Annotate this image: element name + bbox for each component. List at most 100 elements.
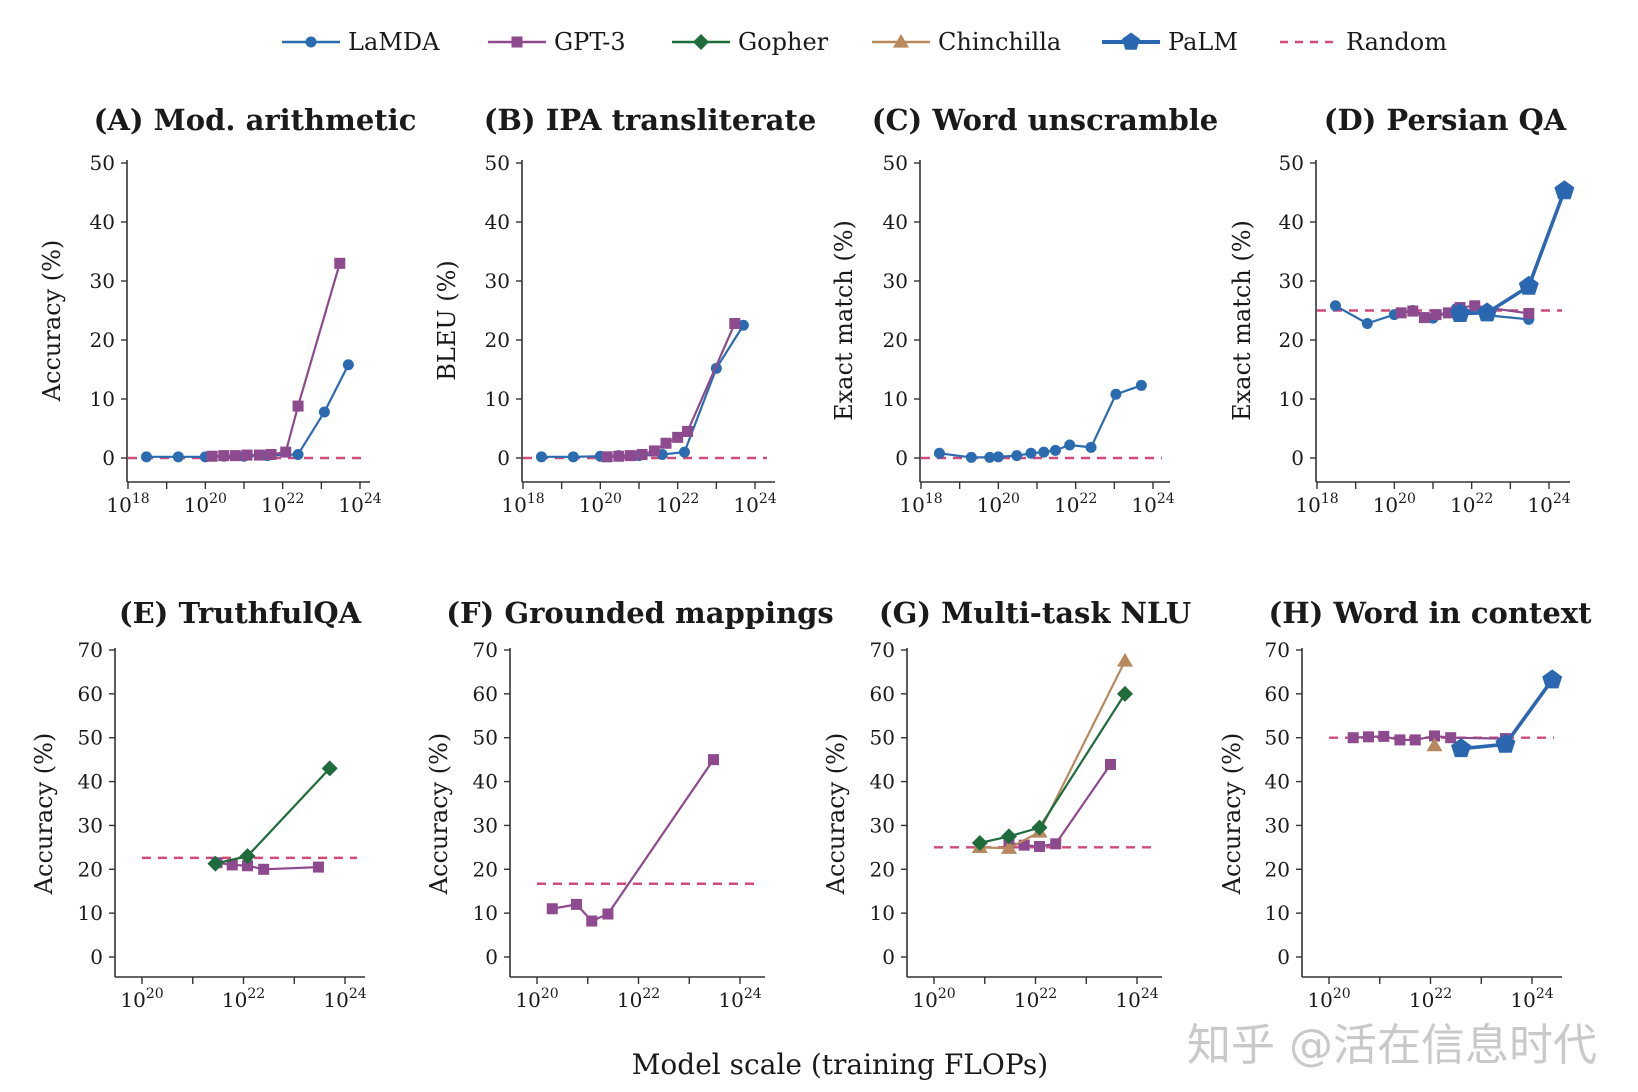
- gpt-3-line: [212, 262, 341, 458]
- legend-item-palm: PaLM: [1102, 28, 1238, 56]
- y-tick-label: 10: [883, 387, 908, 411]
- x-tick-label: 1024: [338, 491, 381, 517]
- palm-marker: [1477, 302, 1498, 322]
- y-axis-label: Exact match (%): [830, 220, 858, 421]
- y-tick-label: 50: [883, 151, 908, 175]
- gpt-3-marker: [218, 450, 230, 462]
- x-tick-label: 1022: [617, 986, 660, 1012]
- palm-line: [1459, 190, 1567, 316]
- x-tick-label: 1022: [656, 491, 699, 517]
- gpt-3-marker: [1362, 731, 1374, 743]
- y-tick-label: 30: [78, 813, 103, 837]
- gpt-3-marker: [1430, 309, 1442, 321]
- panel-title: (H) Word in context: [1269, 596, 1593, 630]
- panel-title: (G) Multi-task NLU: [879, 596, 1191, 630]
- series-gpt-3: [1395, 300, 1535, 324]
- y-tick-label: 20: [473, 857, 498, 881]
- chinchilla-marker: [1426, 737, 1443, 752]
- lamda-marker: [678, 446, 690, 458]
- x-tick-label: 1018: [1295, 491, 1338, 517]
- x-axis-label: Model scale (training FLOPs): [632, 1048, 1048, 1081]
- y-tick-label: 10: [870, 901, 895, 925]
- y-tick-label: 60: [1265, 682, 1290, 706]
- y-axis-label: Accuracy (%): [30, 733, 58, 896]
- y-tick-label: 40: [473, 770, 498, 794]
- series-gopher: [207, 760, 338, 872]
- gopher-marker: [239, 848, 256, 865]
- palm-marker: [1495, 733, 1516, 753]
- y-tick-label: 40: [870, 770, 895, 794]
- lamda-marker: [1011, 450, 1023, 462]
- y-tick-label: 0: [895, 446, 908, 470]
- gpt-3-marker: [636, 448, 648, 460]
- gpt-3-marker: [1395, 307, 1407, 319]
- legend-label-gpt-3: GPT-3: [554, 28, 626, 56]
- series-gpt-3: [601, 317, 741, 463]
- gpt-3-marker: [546, 903, 558, 915]
- y-tick-label: 40: [78, 770, 103, 794]
- y-tick-label: 40: [90, 210, 115, 234]
- panel-title: (F) Grounded mappings: [446, 596, 834, 630]
- y-tick-label: 60: [473, 682, 498, 706]
- y-tick-label: 60: [78, 682, 103, 706]
- legend-label-palm: PaLM: [1168, 28, 1238, 56]
- lamda-marker: [984, 451, 996, 463]
- y-tick-label: 70: [473, 638, 498, 662]
- gopher-line: [979, 693, 1126, 845]
- chinchilla-line: [979, 660, 1126, 850]
- lamda-marker: [1361, 317, 1373, 329]
- x-tick-label: 1022: [222, 986, 265, 1012]
- y-tick-label: 30: [883, 269, 908, 293]
- gpt-3-marker: [648, 445, 660, 457]
- y-tick-label: 70: [1265, 638, 1290, 662]
- x-tick-label: 1020: [912, 986, 955, 1012]
- y-tick-label: 0: [1277, 945, 1290, 969]
- y-tick-label: 0: [102, 446, 115, 470]
- gpt-3-marker: [258, 863, 270, 875]
- series-chinchilla: [971, 652, 1133, 854]
- gpt-3-line: [607, 323, 736, 458]
- y-tick-label: 0: [1291, 446, 1304, 470]
- legend-gopher-marker: [693, 34, 709, 50]
- y-tick-label: 50: [90, 151, 115, 175]
- lamda-line: [146, 364, 350, 458]
- y-tick-label: 40: [485, 210, 510, 234]
- gpt-3-marker: [253, 449, 265, 461]
- x-tick-label: 1020: [1373, 491, 1416, 517]
- y-tick-label: 30: [1279, 269, 1304, 293]
- x-tick-label: 1024: [1115, 986, 1158, 1012]
- x-tick-label: 1020: [977, 491, 1020, 517]
- panel-title: (D) Persian QA: [1324, 103, 1567, 137]
- lamda-marker: [567, 451, 579, 463]
- lamda-marker: [318, 406, 330, 418]
- gpt-3-marker: [334, 257, 346, 269]
- lamda-marker: [1329, 300, 1341, 312]
- x-tick-label: 1024: [1527, 491, 1570, 517]
- legend-label-lamda: LaMDA: [348, 28, 440, 56]
- x-tick-label: 1020: [579, 491, 622, 517]
- series-palm: [1450, 180, 1575, 322]
- lamda-marker: [1025, 447, 1037, 459]
- y-tick-label: 50: [473, 726, 498, 750]
- y-tick-label: 20: [90, 328, 115, 352]
- lamda-marker: [1049, 444, 1061, 456]
- series-gpt-3: [1347, 730, 1511, 746]
- series-gopher: [971, 685, 1133, 851]
- gpt-3-marker: [1378, 730, 1390, 742]
- gpt-3-marker: [280, 446, 292, 458]
- chinchilla-marker: [1116, 652, 1133, 667]
- y-tick-label: 20: [883, 328, 908, 352]
- gpt-3-marker: [682, 425, 694, 437]
- y-tick-label: 70: [78, 638, 103, 662]
- y-tick-label: 0: [485, 945, 498, 969]
- legend-item-chinchilla: Chinchilla: [872, 28, 1061, 56]
- series-lamda: [140, 359, 354, 463]
- gpt-3-marker: [1050, 838, 1062, 850]
- y-tick-label: 40: [1279, 210, 1304, 234]
- y-tick-label: 30: [90, 269, 115, 293]
- lamda-marker: [1085, 441, 1097, 453]
- lamda-marker: [737, 319, 749, 331]
